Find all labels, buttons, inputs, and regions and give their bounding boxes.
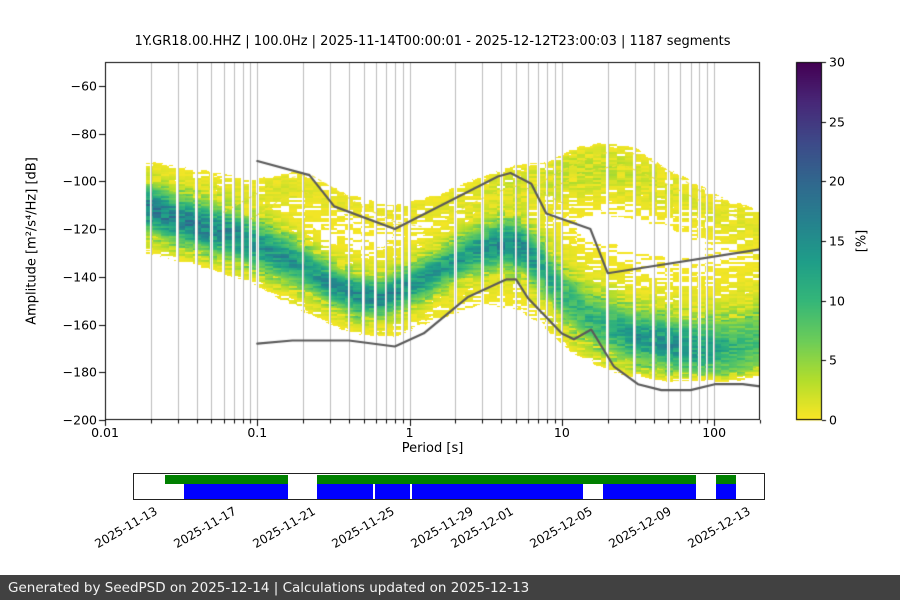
coverage-bar bbox=[133, 473, 765, 500]
coverage-date-label: 2025-11-17 bbox=[171, 504, 239, 551]
y-tick-label: −120 bbox=[62, 221, 97, 237]
coverage-segment-green bbox=[317, 475, 696, 484]
coverage-segment-blue bbox=[716, 484, 737, 499]
status-bar-text: Generated by SeedPSD on 2025-12-14 | Cal… bbox=[8, 579, 530, 596]
x-tick-label: 1 bbox=[405, 425, 414, 440]
x-axis-label: Period [s] bbox=[401, 441, 464, 456]
y-tick-label: −200 bbox=[62, 412, 97, 428]
coverage-date-label: 2025-12-05 bbox=[527, 504, 595, 551]
y-tick-label: −180 bbox=[62, 364, 97, 380]
y-tick-label: −100 bbox=[62, 173, 97, 189]
y-tick-label: −60 bbox=[70, 78, 97, 94]
status-bar: Generated by SeedPSD on 2025-12-14 | Cal… bbox=[0, 575, 900, 600]
x-tick-label: 10 bbox=[553, 425, 570, 440]
y-axis-label: Amplitude [m²/s⁴/Hz] [dB] bbox=[24, 157, 40, 325]
y-tick-label: −80 bbox=[70, 126, 97, 142]
coverage-segment-blue bbox=[411, 484, 583, 499]
colorbar-label: [%] bbox=[854, 229, 870, 253]
coverage-segment-green bbox=[716, 475, 737, 484]
ppsd-heatmap-canvas bbox=[0, 0, 900, 465]
colorbar-tick-label: 25 bbox=[829, 114, 845, 130]
coverage-date-label: 2025-12-13 bbox=[685, 504, 753, 551]
coverage-segment-blue bbox=[317, 484, 374, 499]
coverage-date-label: 2025-12-09 bbox=[606, 504, 674, 551]
colorbar-tick-label: 30 bbox=[829, 54, 845, 70]
coverage-date-label: 2025-11-21 bbox=[250, 504, 318, 551]
colorbar-tick-label: 5 bbox=[829, 352, 837, 368]
coverage-date-label: 2025-11-25 bbox=[329, 504, 397, 551]
y-tick-label: −160 bbox=[62, 317, 97, 333]
colorbar-tick-label: 0 bbox=[829, 412, 837, 428]
coverage-segment-blue bbox=[602, 484, 696, 499]
colorbar-tick-label: 10 bbox=[829, 293, 845, 309]
y-tick-label: −140 bbox=[62, 269, 97, 285]
x-tick-label: 100 bbox=[702, 425, 727, 440]
coverage-segment-green bbox=[164, 475, 288, 484]
plot-title: 1Y.GR18.00.HHZ | 100.0Hz | 2025-11-14T00… bbox=[134, 34, 731, 49]
colorbar-tick-label: 20 bbox=[829, 173, 845, 189]
coverage-date-label: 2025-11-13 bbox=[92, 504, 160, 551]
x-tick-label: 0.1 bbox=[247, 425, 268, 440]
coverage-segment-blue bbox=[183, 484, 288, 499]
colorbar-tick-label: 15 bbox=[829, 233, 845, 249]
x-tick-label: 0.01 bbox=[91, 425, 119, 440]
coverage-segment-blue bbox=[375, 484, 410, 499]
